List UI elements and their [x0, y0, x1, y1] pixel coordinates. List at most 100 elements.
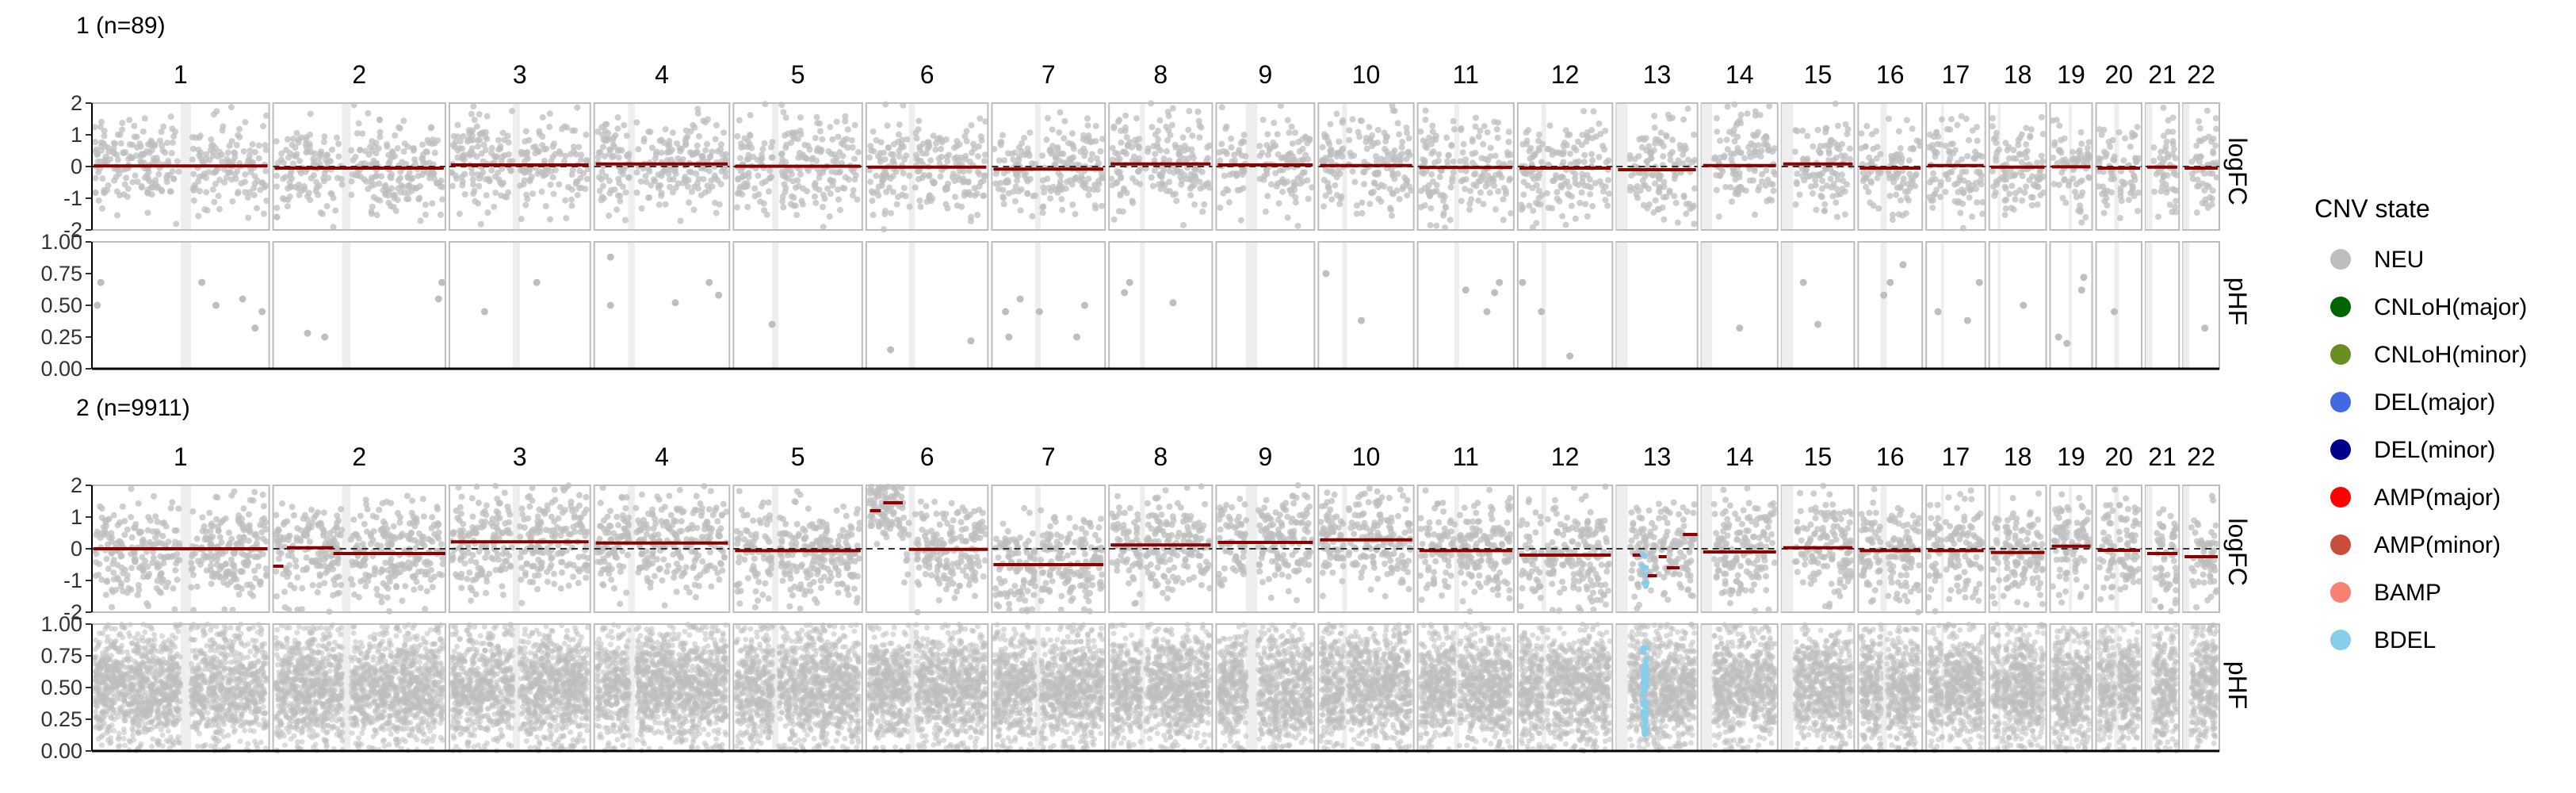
logfc-point — [162, 149, 168, 155]
logfc-point — [1282, 180, 1288, 186]
logfc-point — [635, 146, 641, 152]
logfc-point — [523, 128, 529, 135]
logfc-point — [484, 209, 491, 216]
logfc-point — [1224, 151, 1230, 157]
logfc-point — [1197, 122, 1203, 128]
logfc-point — [234, 142, 240, 148]
logfc-point — [527, 176, 533, 182]
logfc-point — [481, 142, 487, 148]
logfc-point — [1755, 129, 1761, 136]
logfc-point — [1602, 197, 1608, 203]
logfc-point — [1954, 122, 1960, 128]
logfc-point — [1429, 123, 1435, 129]
logfc-point — [1155, 136, 1161, 143]
logfc-point — [1236, 147, 1242, 153]
logfc-point — [1589, 157, 1596, 163]
logfc-point — [251, 192, 258, 198]
logfc-point — [915, 168, 922, 174]
logfc-point — [1584, 213, 1591, 220]
logfc-point — [1591, 109, 1597, 115]
logfc-point — [1264, 193, 1271, 199]
logfc-point — [1816, 147, 1822, 154]
logfc-point — [1278, 102, 1284, 109]
logfc-point — [1427, 192, 1433, 198]
logfc-point — [673, 185, 679, 191]
logfc-point — [536, 128, 542, 135]
logfc-point — [2086, 139, 2093, 145]
logfc-point — [1909, 125, 1916, 132]
logfc-point — [518, 216, 525, 222]
logfc-point — [549, 154, 556, 160]
logfc-point — [1743, 187, 1749, 193]
logfc-point — [1794, 181, 1800, 187]
logfc-point — [1157, 117, 1164, 124]
logfc-point — [1533, 220, 1539, 226]
logfc-point — [1960, 190, 1966, 196]
logfc-point — [568, 197, 575, 203]
chromosome-label: 13 — [1643, 60, 1672, 89]
logfc-point — [975, 169, 981, 175]
logfc-point — [556, 148, 563, 155]
logfc-point — [1858, 130, 1864, 136]
logfc-point — [1387, 186, 1393, 192]
logfc-point — [303, 136, 309, 143]
logfc-point — [1836, 146, 1843, 152]
logfc-point — [1473, 183, 1479, 190]
logfc-point — [1487, 190, 1493, 196]
logfc-point — [845, 126, 851, 132]
logfc-point — [1870, 146, 1876, 152]
logfc-point — [256, 155, 262, 162]
logfc-point — [996, 186, 1002, 192]
logfc-point — [1960, 225, 1966, 232]
logfc-point — [1644, 158, 1650, 164]
logfc-point — [1309, 184, 1315, 190]
logfc-point — [613, 132, 619, 139]
logfc-point — [418, 217, 424, 224]
logfc-point — [1468, 196, 1474, 202]
logfc-point — [524, 196, 530, 202]
logfc-point — [916, 144, 923, 150]
logfc-point — [487, 178, 493, 184]
logfc-point — [852, 122, 858, 128]
logfc-point — [550, 174, 556, 181]
logfc-point — [713, 136, 719, 142]
logfc-point — [1289, 124, 1295, 130]
logfc-point — [252, 173, 258, 179]
logfc-point — [1156, 182, 1162, 188]
logfc-point — [1525, 127, 1531, 133]
logfc-point — [1279, 189, 1286, 195]
logfc-point — [1396, 131, 1402, 137]
logfc-point — [705, 187, 712, 193]
logfc-point — [1441, 210, 1447, 216]
logfc-point — [1927, 132, 1933, 138]
logfc-point — [1049, 126, 1056, 132]
logfc-point — [1575, 139, 1581, 145]
logfc-point — [1904, 194, 1910, 201]
logfc-point — [1732, 138, 1738, 144]
logfc-point — [1948, 116, 1955, 122]
logfc-point — [1752, 167, 1758, 174]
logfc-point — [1712, 155, 1718, 161]
logfc-point — [470, 190, 476, 197]
logfc-point — [1334, 192, 1340, 198]
logfc-point — [814, 147, 820, 154]
logfc-point — [825, 148, 831, 155]
logfc-point — [1858, 145, 1864, 151]
logfc-point — [1058, 196, 1064, 202]
logfc-point — [1751, 143, 1757, 149]
logfc-point — [396, 125, 402, 131]
chromosome-label: 15 — [1804, 60, 1833, 89]
logfc-point — [1566, 132, 1573, 138]
logfc-point — [1691, 132, 1697, 138]
logfc-point — [1833, 200, 1839, 206]
logfc-point — [1187, 192, 1194, 198]
logfc-point — [208, 136, 214, 143]
logfc-point — [1771, 145, 1778, 151]
logfc-point — [1450, 159, 1457, 165]
logfc-point — [1875, 205, 1882, 212]
logfc-point — [930, 178, 936, 184]
logfc-point — [145, 141, 151, 147]
logfc-point — [676, 145, 682, 151]
logfc-point — [1084, 115, 1091, 121]
logfc-point — [402, 190, 408, 196]
